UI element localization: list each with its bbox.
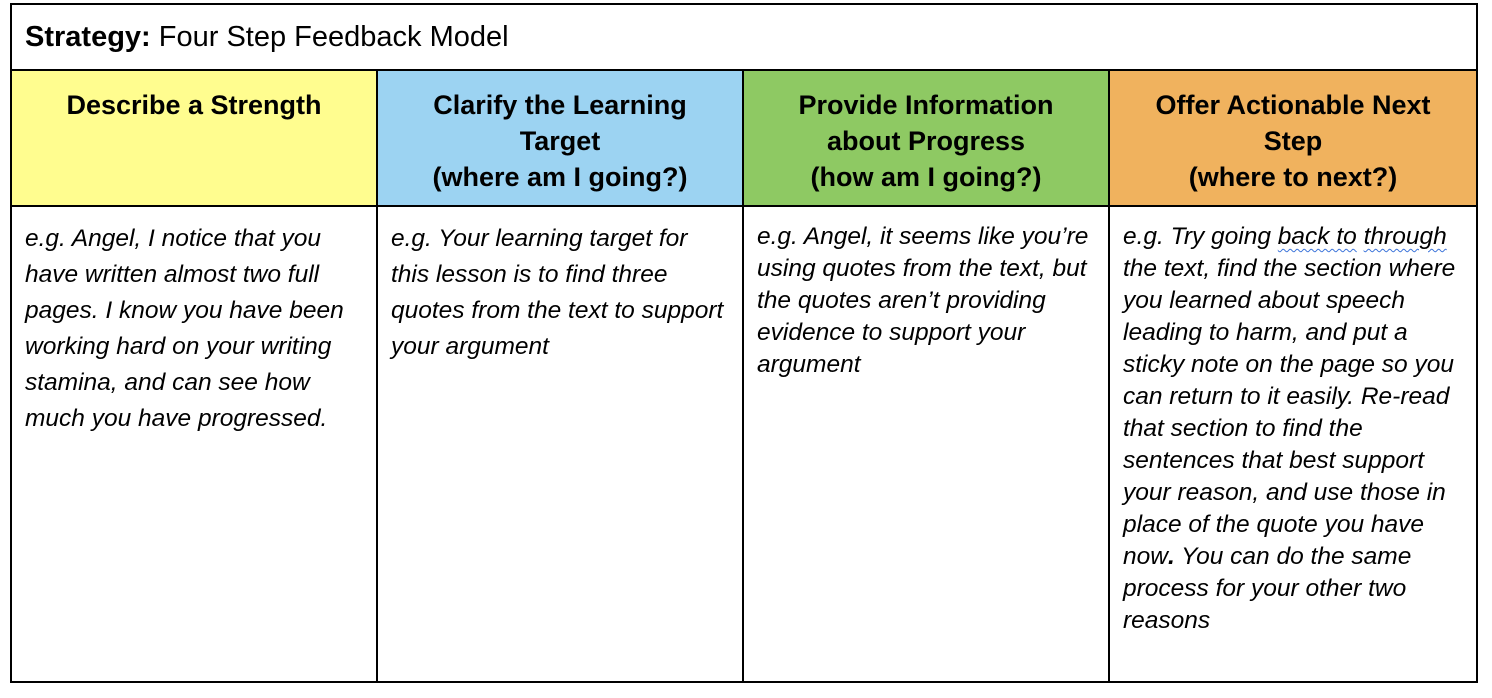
heading-line: (where am I going?) <box>432 162 688 192</box>
example-tail: You can do the same process for your oth… <box>1123 543 1412 634</box>
heading-line: Target <box>519 126 601 156</box>
strategy-label: Strategy: <box>25 21 151 53</box>
heading-line: (where to next?) <box>1188 162 1398 192</box>
strategy-name: Four Step Feedback Model <box>158 21 509 53</box>
heading-line: (how am I going?) <box>810 162 1042 192</box>
example-gap <box>1357 223 1364 250</box>
heading-line: about Progress <box>826 126 1026 156</box>
heading-line: Step <box>1263 126 1323 156</box>
strategy-title-cell[interactable]: Strategy: Four Step Feedback Model <box>9 3 1479 71</box>
example-lead: e.g. Try going <box>1123 223 1278 250</box>
example-cell-provide[interactable]: e.g. Angel, it seems like you’re using q… <box>742 205 1110 683</box>
example-text: e.g. Angel, I notice that you have writt… <box>25 225 344 432</box>
example-cell-clarify[interactable]: e.g. Your learning target for this lesso… <box>376 205 744 683</box>
heading-line: Provide Information <box>798 90 1054 120</box>
heading-cell-clarify[interactable]: Clarify the Learning Target (where am I … <box>376 69 744 207</box>
heading-line: Offer Actionable Next <box>1155 90 1431 120</box>
example-cell-describe[interactable]: e.g. Angel, I notice that you have writt… <box>10 205 378 683</box>
heading-line: Describe a Strength <box>66 90 322 120</box>
spellcheck-flagged-word: through <box>1363 223 1447 250</box>
example-period: . <box>1167 543 1175 570</box>
spellcheck-flagged-phrase: back to <box>1277 223 1357 250</box>
heading-cell-describe[interactable]: Describe a Strength <box>10 69 378 207</box>
heading-cell-offer[interactable]: Offer Actionable Next Step (where to nex… <box>1107 69 1479 207</box>
example-text: e.g. Angel, it seems like you’re using q… <box>757 223 1089 378</box>
feedback-strategy-document: Strategy: Four Step Feedback Model Descr… <box>9 3 1479 683</box>
example-row: e.g. Angel, I notice that you have writt… <box>10 205 1479 683</box>
heading-line: Clarify the Learning <box>433 90 687 120</box>
title-row: Strategy: Four Step Feedback Model <box>9 3 1479 71</box>
example-text: e.g. Your learning target for this lesso… <box>391 225 724 360</box>
heading-cell-provide[interactable]: Provide Information about Progress (how … <box>742 69 1110 207</box>
example-text-offer: e.g. Try going back to through the text,… <box>1110 207 1476 637</box>
example-cell-offer[interactable]: e.g. Try going back to through the text,… <box>1107 205 1479 683</box>
strategy-table: Strategy: Four Step Feedback Model Descr… <box>9 3 1479 683</box>
example-rest: the text, find the section where you lea… <box>1123 255 1456 570</box>
heading-row: Describe a Strength Clarify the Learning… <box>10 69 1479 207</box>
